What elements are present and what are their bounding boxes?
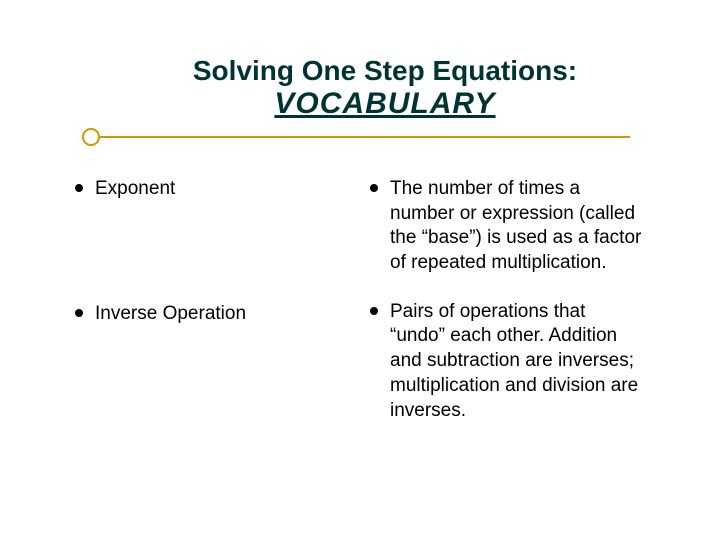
title-line-1: Solving One Step Equations: xyxy=(110,55,660,87)
list-item: The number of times a number or expressi… xyxy=(370,177,645,276)
title-block: Solving One Step Equations: VOCABULARY xyxy=(60,55,660,121)
bullet-icon xyxy=(370,184,378,192)
divider-line xyxy=(100,136,630,138)
content-area: Exponent Inverse Operation The number of… xyxy=(60,177,660,455)
list-item: Exponent xyxy=(75,177,350,202)
definition-text: The number of times a number or expressi… xyxy=(390,177,645,276)
divider-circle-icon xyxy=(82,128,100,146)
right-column: The number of times a number or expressi… xyxy=(370,177,645,455)
term-label: Inverse Operation xyxy=(95,302,246,327)
bullet-icon xyxy=(75,184,83,192)
slide-container: Solving One Step Equations: VOCABULARY E… xyxy=(0,0,720,540)
bullet-icon xyxy=(370,307,378,315)
list-item: Inverse Operation xyxy=(75,302,350,327)
definition-text: Pairs of operations that “undo” each oth… xyxy=(390,300,645,423)
left-column: Exponent Inverse Operation xyxy=(75,177,350,455)
list-item: Pairs of operations that “undo” each oth… xyxy=(370,300,645,423)
title-line-2: VOCABULARY xyxy=(110,87,660,121)
divider xyxy=(60,129,660,147)
term-label: Exponent xyxy=(95,177,175,202)
bullet-icon xyxy=(75,309,83,317)
